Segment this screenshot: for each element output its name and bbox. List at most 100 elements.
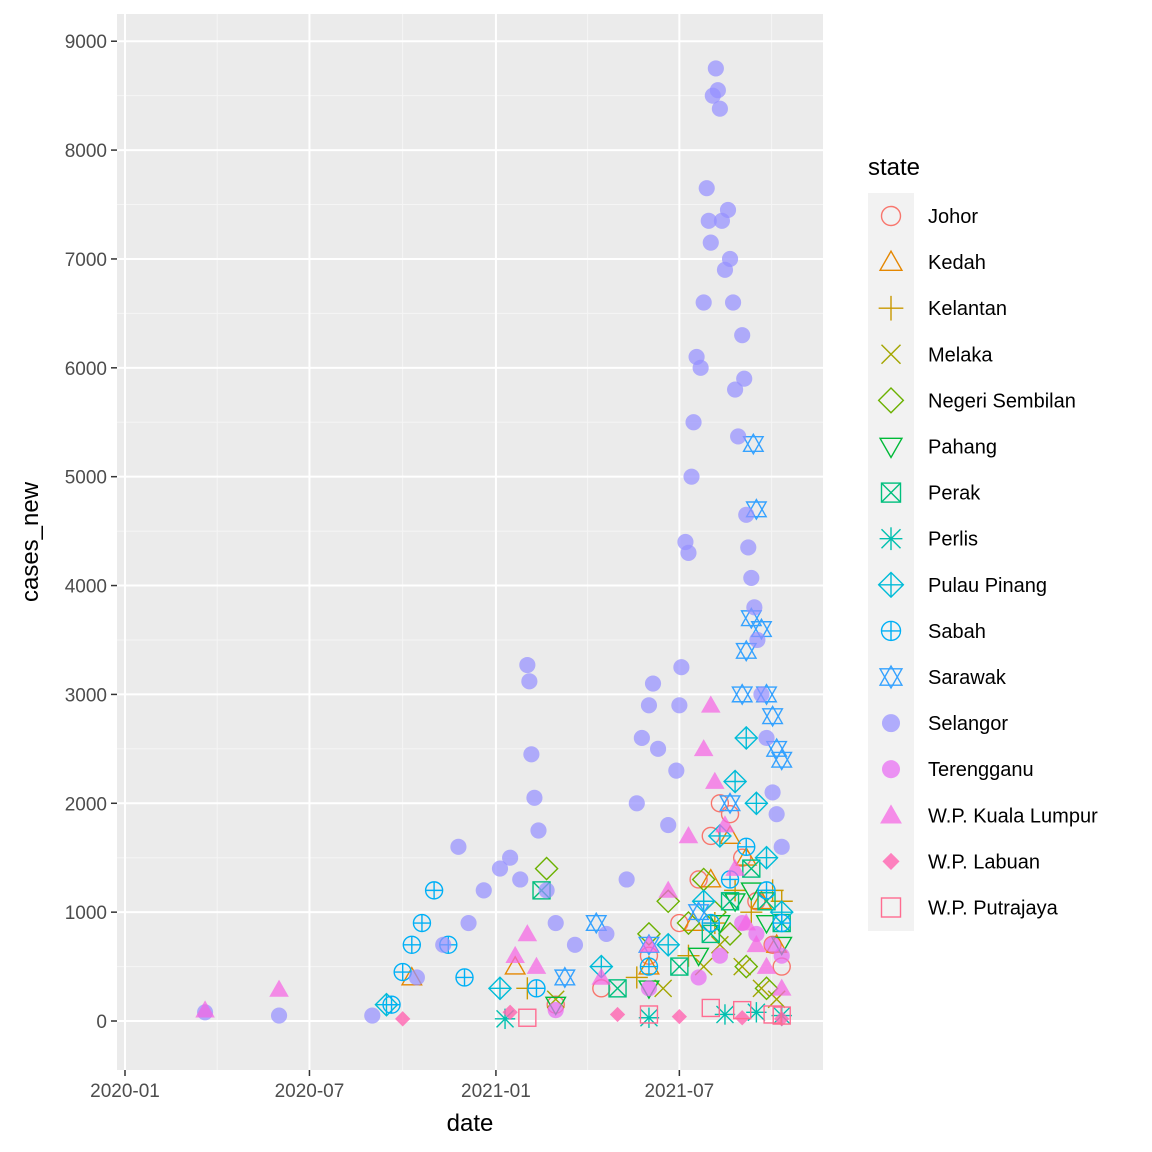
data-point (680, 544, 697, 561)
data-point (773, 838, 790, 855)
data-points (195, 60, 794, 1030)
data-point (711, 947, 728, 964)
data-point (737, 837, 756, 857)
data-point (724, 879, 747, 902)
data-point (711, 100, 728, 117)
legend-key (879, 527, 903, 551)
data-point (685, 414, 702, 431)
data-point (693, 739, 714, 757)
data-point (701, 998, 720, 1018)
data-point (424, 881, 444, 900)
legend-item: Pahang (878, 437, 997, 459)
data-point (683, 468, 700, 485)
y-tick-label: 9000 (65, 32, 107, 53)
data-point (736, 913, 757, 931)
data-point (505, 945, 525, 964)
data-point (709, 82, 726, 99)
data-point (450, 838, 467, 855)
data-point (744, 791, 769, 816)
data-point (502, 849, 519, 866)
data-point (770, 748, 793, 771)
data-point (530, 822, 547, 839)
data-point (638, 1007, 660, 1028)
data-point (764, 936, 781, 953)
y-tick-label: 7000 (65, 250, 107, 271)
data-point (690, 969, 707, 986)
series-w-p-kuala-lumpur (195, 695, 792, 1018)
data-point (734, 954, 759, 979)
legend-label: Perlis (928, 529, 978, 551)
y-axis-title: cases_new (17, 481, 44, 602)
data-point (768, 806, 785, 823)
data-point (699, 868, 722, 888)
data-point (692, 359, 709, 376)
legend-item: Sarawak (878, 664, 1007, 690)
data-point (740, 539, 757, 556)
data-point (719, 824, 742, 844)
data-point (721, 250, 739, 268)
y-tick-label: 0 (96, 1012, 107, 1033)
data-point (734, 725, 759, 750)
data-point (701, 695, 721, 713)
data-point (270, 1007, 288, 1024)
legend-label: Sabah (928, 621, 986, 643)
data-point (733, 957, 752, 976)
data-point (740, 901, 763, 924)
legend-label: W.P. Labuan (928, 851, 1040, 873)
y-tick-label: 6000 (65, 359, 107, 380)
legend-label: Pahang (928, 437, 997, 459)
grid-minor (117, 14, 823, 1070)
legend-label: Selangor (928, 713, 1008, 735)
data-point (412, 913, 432, 933)
data-point (547, 914, 564, 932)
data-point (755, 914, 778, 935)
data-point (702, 234, 719, 251)
data-point (553, 966, 576, 989)
data-point (701, 913, 720, 933)
x-tick-label: 2020-01 (90, 1081, 160, 1102)
data-point (671, 1009, 688, 1025)
data-point (761, 704, 784, 728)
legend-key (877, 571, 905, 599)
data-point (618, 871, 635, 888)
legend-key (880, 482, 902, 503)
x-tick-label: 2021-01 (461, 1081, 531, 1102)
data-point (625, 966, 648, 989)
legend-title: state (868, 154, 920, 181)
data-point (736, 370, 753, 387)
data-point (749, 631, 766, 649)
legend-key (881, 714, 901, 733)
data-point (598, 925, 615, 942)
data-point (742, 432, 765, 456)
data-point (673, 659, 690, 676)
data-point (269, 979, 289, 997)
data-point (720, 804, 740, 824)
data-point (487, 976, 513, 1001)
legend-item: Selangor (881, 713, 1008, 735)
legend-label: Pulau Pinang (928, 575, 1047, 597)
data-point (708, 914, 731, 935)
legend-item: Kedah (878, 249, 986, 274)
data-point (640, 980, 658, 997)
legend-item: Melaka (881, 344, 993, 366)
legend-item: Johor (880, 205, 978, 228)
data-point (719, 792, 742, 815)
data-point (668, 762, 685, 779)
data-point (639, 957, 659, 976)
legend-item: Perlis (879, 527, 978, 551)
series-w-p-putrajaya (518, 998, 791, 1027)
legend-label: Kelantan (928, 298, 1007, 320)
y-tick-label: 2000 (65, 794, 107, 815)
data-point (656, 932, 681, 957)
data-point (609, 1006, 626, 1023)
data-point (687, 900, 710, 924)
y-tick-label: 8000 (65, 141, 107, 162)
legend-item: W.P. Kuala Lumpur (880, 804, 1098, 827)
data-point (740, 882, 763, 902)
data-point (710, 794, 730, 813)
data-point (660, 816, 677, 834)
y-tick-label: 3000 (65, 685, 107, 706)
legend-key (880, 804, 902, 824)
data-point (640, 697, 658, 714)
data-point (734, 327, 751, 344)
